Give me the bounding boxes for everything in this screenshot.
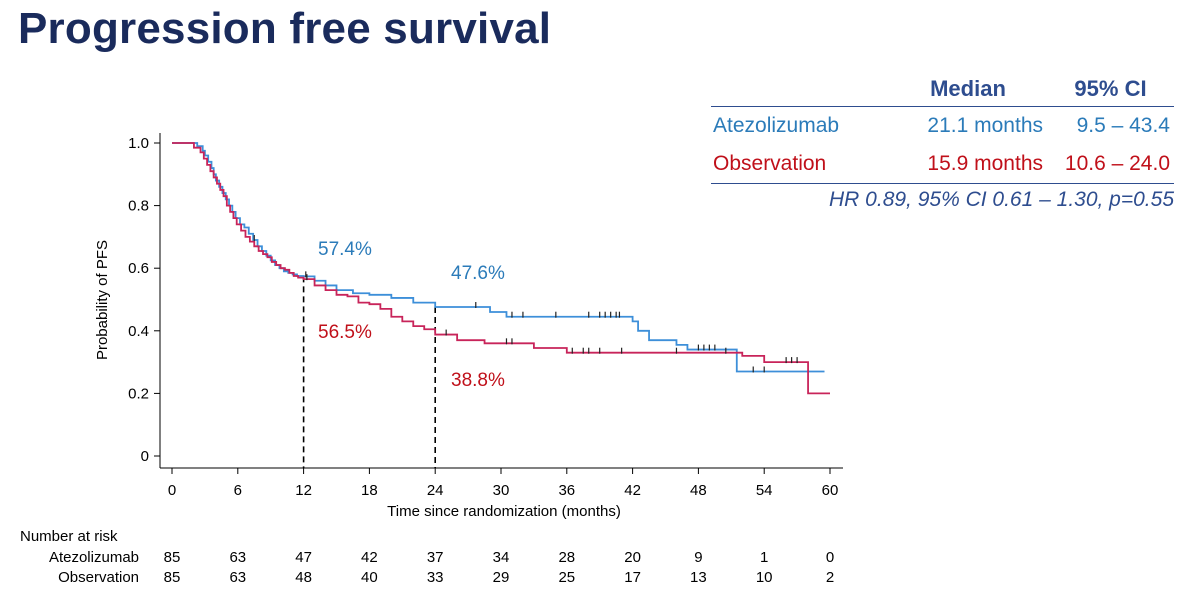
risk-value: 13 (690, 569, 707, 586)
risk-value: 20 (624, 549, 641, 566)
x-tick-label: 24 (427, 482, 444, 499)
summary-table: Median 95% CI Atezolizumab 21.1 months 9… (711, 72, 1181, 212)
risk-value: 17 (624, 569, 641, 586)
x-tick-label: 30 (493, 482, 510, 499)
ci-value: 10.6 – 24.0 (1064, 152, 1170, 175)
risk-row-label: Atezolizumab (49, 549, 139, 566)
x-tick-label: 48 (690, 482, 707, 499)
slide-title: Progression free survival (18, 4, 552, 53)
x-axis-title: Time since randomization (months) (387, 503, 621, 520)
risk-value: 29 (493, 569, 510, 586)
risk-row-label: Observation (58, 569, 139, 586)
x-tick-label: 6 (234, 482, 242, 499)
risk-value: 48 (295, 569, 312, 586)
censor-marks (253, 235, 798, 373)
median-value: 15.9 months (927, 152, 1043, 175)
y-tick-label: 0.6 (128, 260, 149, 277)
risk-value: 2 (826, 569, 834, 586)
landmark-labels: 57.4% 47.6% 56.5% 38.8% (318, 239, 505, 391)
hazard-ratio-note: HR 0.89, 95% CI 0.61 – 1.30, p=0.55 (829, 188, 1174, 211)
risk-value: 25 (558, 569, 575, 586)
y-tick-label: 0.8 (128, 198, 149, 215)
landmark-lines (302, 276, 437, 468)
ci-value: 9.5 – 43.4 (1076, 114, 1170, 137)
risk-value: 63 (229, 569, 246, 586)
risk-value: 1 (760, 549, 768, 566)
x-tick-label: 0 (168, 482, 176, 499)
summary-row-observation: Observation 15.9 months 10.6 – 24.0 (711, 145, 1174, 184)
landmark-label: 47.6% (451, 263, 505, 284)
risk-value: 28 (558, 549, 575, 566)
median-value: 21.1 months (927, 114, 1043, 137)
header-ci: 95% CI (1074, 76, 1147, 101)
y-tick-label: 0.2 (128, 385, 149, 402)
risk-value: 37 (427, 549, 444, 566)
risk-value: 34 (493, 549, 510, 566)
x-tick-label: 54 (756, 482, 773, 499)
risk-value: 47 (295, 549, 312, 566)
summary-row-atezolizumab: Atezolizumab 21.1 months 9.5 – 43.4 (711, 107, 1174, 146)
y-tick-label: 0 (141, 448, 149, 465)
x-tick-label: 36 (558, 482, 575, 499)
y-tick-label: 0.4 (128, 323, 149, 340)
arm-name: Observation (713, 152, 827, 175)
risk-value: 9 (694, 549, 702, 566)
curve-observation (172, 142, 830, 395)
header-median: Median (930, 76, 1006, 101)
risk-value: 85 (164, 569, 181, 586)
risk-value: 40 (361, 569, 378, 586)
arm-name: Atezolizumab (713, 114, 840, 137)
summary-header-row: Median 95% CI (711, 72, 1174, 107)
risk-value: 33 (427, 569, 444, 586)
x-tick-label: 12 (295, 482, 312, 499)
y-tick-label: 1.0 (128, 135, 149, 152)
x-tick-label: 18 (361, 482, 378, 499)
risk-value: 63 (229, 549, 246, 566)
chart-axes: 0 6 12 18 24 30 36 42 48 54 60 0 0.2 0.4 0.6 0.8 1.0 Time… (94, 133, 843, 520)
survival-curves (172, 142, 830, 395)
risk-value: 10 (756, 569, 773, 586)
risk-value: 42 (361, 549, 378, 566)
risk-value: 85 (164, 549, 181, 566)
x-tick-label: 42 (624, 482, 641, 499)
landmark-label: 56.5% (318, 322, 372, 343)
risk-title: Number at risk (20, 528, 118, 545)
landmark-label: 38.8% (451, 370, 505, 391)
y-axis-title: Probability of PFS (94, 240, 111, 360)
landmark-label: 57.4% (318, 239, 372, 260)
x-tick-label: 60 (822, 482, 839, 499)
risk-value: 0 (826, 549, 834, 566)
